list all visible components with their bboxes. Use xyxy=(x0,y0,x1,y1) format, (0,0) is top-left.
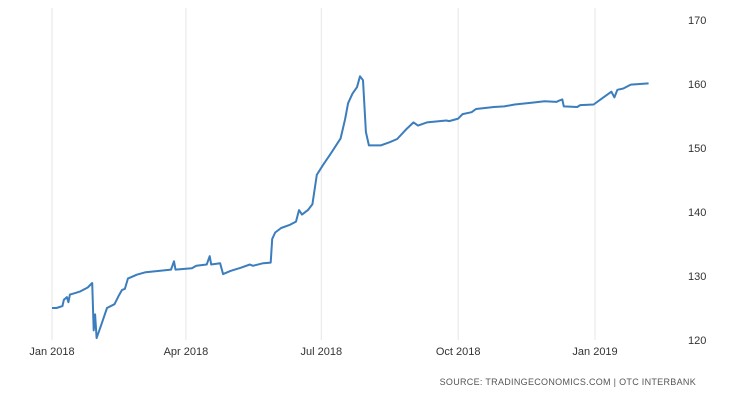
x-tick-label: Jul 2018 xyxy=(300,346,342,358)
y-tick-label: 130 xyxy=(688,271,706,283)
x-tick-label: Jan 2019 xyxy=(572,346,617,358)
series-line xyxy=(52,75,649,340)
x-tick-label: Apr 2018 xyxy=(164,346,209,358)
y-axis-tick-labels: 120 130 140 150 160 170 xyxy=(688,15,706,347)
y-tick-label: 170 xyxy=(688,15,706,27)
y-tick-label: 160 xyxy=(688,79,706,91)
x-tick-label: Oct 2018 xyxy=(436,346,481,358)
vertical-grid-lines xyxy=(51,8,596,340)
y-tick-label: 150 xyxy=(688,143,706,155)
source-label: SOURCE: TRADINGECONOMICS.COM | OTC INTER… xyxy=(439,377,696,387)
y-tick-label: 140 xyxy=(688,207,706,219)
series-line-path xyxy=(52,75,649,340)
y-tick-label: 120 xyxy=(688,335,706,347)
x-tick-label: Jan 2018 xyxy=(29,346,74,358)
x-axis-tick-labels: Jan 2018 Apr 2018 Jul 2018 Oct 2018 Jan 2019 xyxy=(29,346,617,358)
